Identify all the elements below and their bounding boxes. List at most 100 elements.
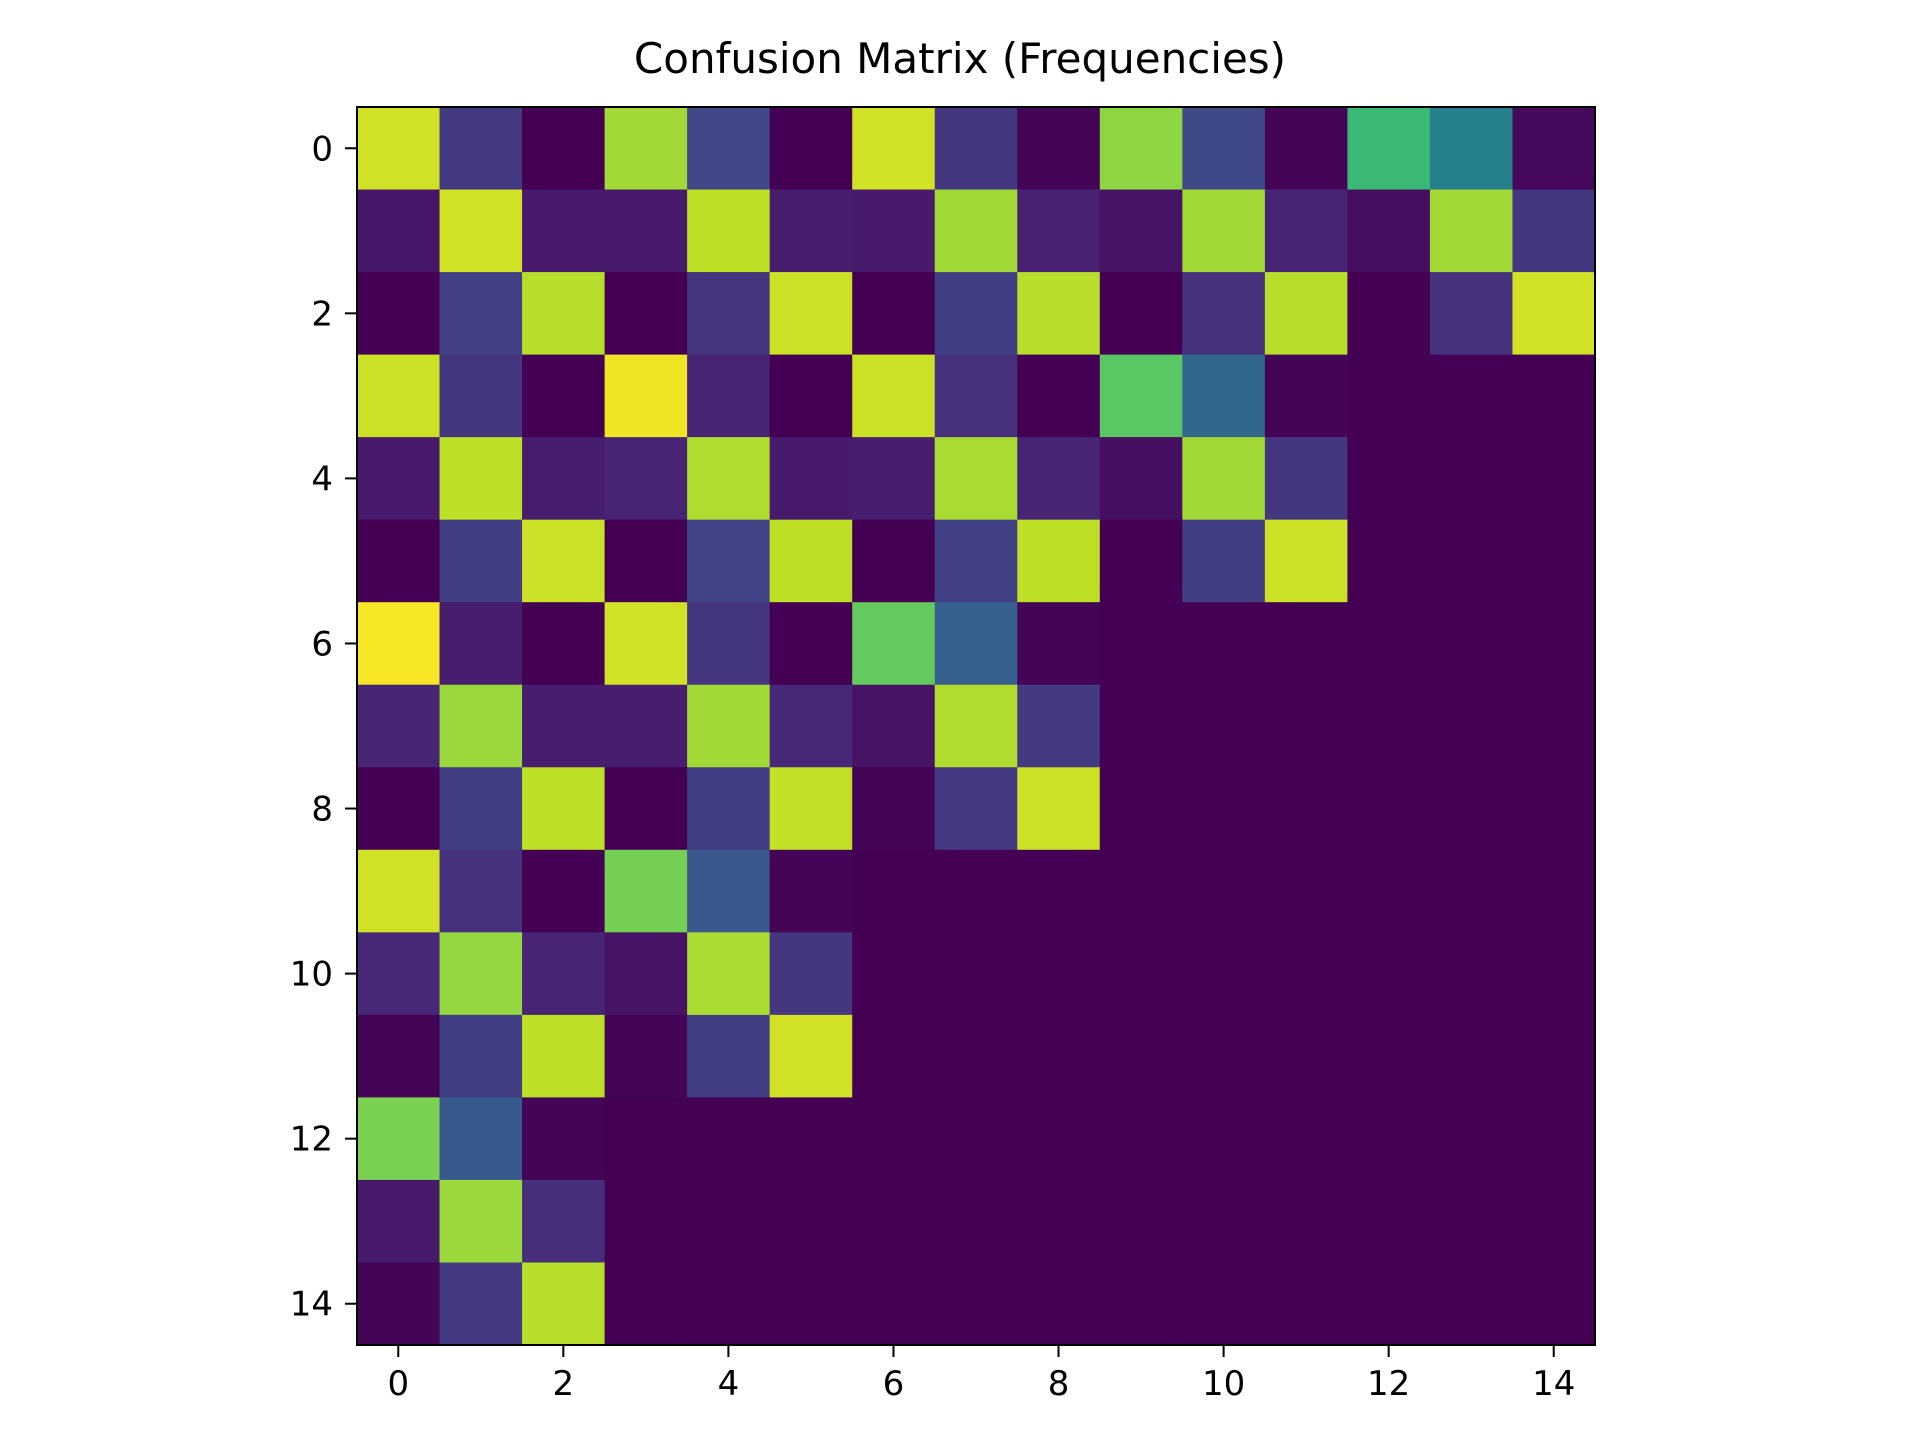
heatmap-cell-r12-c1 bbox=[439, 1097, 523, 1181]
heatmap-cell-r12-c7 bbox=[934, 1097, 1018, 1181]
heatmap-cell-r3-c14 bbox=[1512, 354, 1596, 438]
heatmap-cell-r13-c0 bbox=[357, 1179, 441, 1264]
heatmap-cell-r3-c0 bbox=[357, 354, 441, 438]
heatmap-cell-r12-c4 bbox=[687, 1097, 771, 1181]
heatmap-cell-r6-c7 bbox=[934, 602, 1018, 686]
heatmap-cell-r10-c5 bbox=[769, 932, 853, 1016]
y-axis: 0 2 4 6 8 10 12 14 bbox=[290, 129, 357, 1325]
heatmap-cell-r2-c2 bbox=[522, 272, 606, 356]
heatmap-cell-r4-c14 bbox=[1512, 437, 1596, 521]
heatmap-cell-r2-c4 bbox=[687, 272, 771, 356]
heatmap-cell-r4-c3 bbox=[604, 437, 688, 521]
heatmap-cell-r13-c2 bbox=[522, 1179, 606, 1264]
heatmap-cell-r3-c7 bbox=[934, 354, 1018, 438]
heatmap-cell-r11-c3 bbox=[604, 1014, 688, 1098]
heatmap-cell-r10-c6 bbox=[852, 932, 936, 1016]
heatmap-cell-r4-c1 bbox=[439, 437, 523, 521]
heatmap-cell-r3-c6 bbox=[852, 354, 936, 438]
heatmap-cell-r5-c6 bbox=[852, 519, 936, 603]
y-tick-label-8: 8 bbox=[311, 790, 333, 830]
heatmap-cell-r13-c5 bbox=[769, 1179, 853, 1264]
heatmap-cell-r0-c12 bbox=[1347, 107, 1431, 191]
heatmap-cell-r10-c3 bbox=[604, 932, 688, 1016]
heatmap-cell-r1-c2 bbox=[522, 189, 606, 273]
y-tick-label-12: 12 bbox=[290, 1120, 333, 1160]
x-tick-label-12: 12 bbox=[1367, 1364, 1410, 1404]
heatmap-cell-r5-c4 bbox=[687, 519, 771, 603]
heatmap-cell-r14-c7 bbox=[934, 1262, 1018, 1346]
heatmap-cell-r7-c12 bbox=[1347, 684, 1431, 768]
heatmap-cell-r14-c8 bbox=[1017, 1262, 1101, 1346]
heatmap-cell-r0-c10 bbox=[1182, 107, 1266, 191]
heatmap-cell-r4-c9 bbox=[1099, 437, 1183, 521]
heatmap-cell-r9-c5 bbox=[769, 849, 853, 933]
heatmap-cell-r2-c0 bbox=[357, 272, 441, 356]
heatmap-cell-r11-c6 bbox=[852, 1014, 936, 1098]
heatmap-cell-r0-c8 bbox=[1017, 107, 1101, 191]
heatmap-cell-r11-c5 bbox=[769, 1014, 853, 1098]
heatmap-cell-r1-c14 bbox=[1512, 189, 1596, 273]
heatmap-cell-r0-c13 bbox=[1429, 107, 1514, 191]
heatmap-cell-r6-c13 bbox=[1429, 602, 1514, 686]
heatmap-cell-r4-c0 bbox=[357, 437, 441, 521]
y-tick-label-14: 14 bbox=[290, 1285, 333, 1325]
heatmap-cell-r0-c7 bbox=[934, 107, 1018, 191]
heatmap-cell-r14-c14 bbox=[1512, 1262, 1596, 1346]
heatmap-cell-r5-c10 bbox=[1182, 519, 1266, 603]
heatmap-cell-r8-c12 bbox=[1347, 767, 1431, 851]
heatmap-cell-r12-c11 bbox=[1264, 1097, 1348, 1181]
heatmap-cell-r12-c10 bbox=[1182, 1097, 1266, 1181]
heatmap-cell-r2-c13 bbox=[1429, 272, 1514, 356]
heatmap-cell-r7-c13 bbox=[1429, 684, 1514, 768]
heatmap-cell-r14-c9 bbox=[1099, 1262, 1183, 1346]
x-tick-label-10: 10 bbox=[1202, 1364, 1245, 1404]
heatmap-cell-r3-c3 bbox=[604, 354, 688, 438]
heatmap-cell-r9-c9 bbox=[1099, 849, 1183, 933]
heatmap-cell-r13-c12 bbox=[1347, 1179, 1431, 1264]
heatmap-cell-r2-c12 bbox=[1347, 272, 1431, 356]
heatmap-cell-r6-c11 bbox=[1264, 602, 1348, 686]
heatmap-cell-r1-c1 bbox=[439, 189, 523, 273]
heatmap-cell-r6-c0 bbox=[357, 602, 441, 686]
heatmap-cell-r7-c5 bbox=[769, 684, 853, 768]
heatmap-cell-r10-c10 bbox=[1182, 932, 1266, 1016]
x-tick-label-0: 0 bbox=[387, 1364, 409, 1404]
heatmap-cell-r5-c0 bbox=[357, 519, 441, 603]
heatmap-cell-r8-c7 bbox=[934, 767, 1018, 851]
heatmap-cell-r2-c7 bbox=[934, 272, 1018, 356]
heatmap-cell-r4-c2 bbox=[522, 437, 606, 521]
heatmap-cell-r6-c9 bbox=[1099, 602, 1183, 686]
heatmap-cell-r4-c6 bbox=[852, 437, 936, 521]
heatmap-cell-r2-c3 bbox=[604, 272, 688, 356]
heatmap-cell-r5-c2 bbox=[522, 519, 606, 603]
heatmap-cell-r11-c12 bbox=[1347, 1014, 1431, 1098]
heatmap-cell-r9-c0 bbox=[357, 849, 441, 933]
heatmap-cell-r2-c9 bbox=[1099, 272, 1183, 356]
heatmap-cell-r12-c3 bbox=[604, 1097, 688, 1181]
heatmap-cell-r7-c9 bbox=[1099, 684, 1183, 768]
heatmap-cell-r14-c13 bbox=[1429, 1262, 1514, 1346]
heatmap-cell-r9-c11 bbox=[1264, 849, 1348, 933]
heatmap-cell-r7-c3 bbox=[604, 684, 688, 768]
heatmap-cell-r6-c2 bbox=[522, 602, 606, 686]
heatmap-cell-r7-c6 bbox=[852, 684, 936, 768]
heatmap-cell-r6-c1 bbox=[439, 602, 523, 686]
heatmap-cell-r0-c9 bbox=[1099, 107, 1183, 191]
heatmap-cell-r4-c13 bbox=[1429, 437, 1514, 521]
heatmap-cell-r9-c10 bbox=[1182, 849, 1266, 933]
heatmap-cell-r3-c9 bbox=[1099, 354, 1183, 438]
heatmap-cell-r14-c0 bbox=[357, 1262, 441, 1346]
y-tick-label-0: 0 bbox=[311, 129, 333, 169]
heatmap-cell-r0-c14 bbox=[1512, 107, 1596, 191]
heatmap-cell-r12-c14 bbox=[1512, 1097, 1596, 1181]
heatmap-cell-r4-c8 bbox=[1017, 437, 1101, 521]
heatmap-cell-r5-c9 bbox=[1099, 519, 1183, 603]
heatmap-cell-r3-c12 bbox=[1347, 354, 1431, 438]
heatmap-cell-r2-c8 bbox=[1017, 272, 1101, 356]
heatmap-cell-r13-c9 bbox=[1099, 1179, 1183, 1264]
x-tick-label-14: 14 bbox=[1532, 1364, 1575, 1404]
heatmap-cell-r3-c10 bbox=[1182, 354, 1266, 438]
y-tick-label-2: 2 bbox=[311, 294, 333, 334]
heatmap-cell-r14-c10 bbox=[1182, 1262, 1266, 1346]
